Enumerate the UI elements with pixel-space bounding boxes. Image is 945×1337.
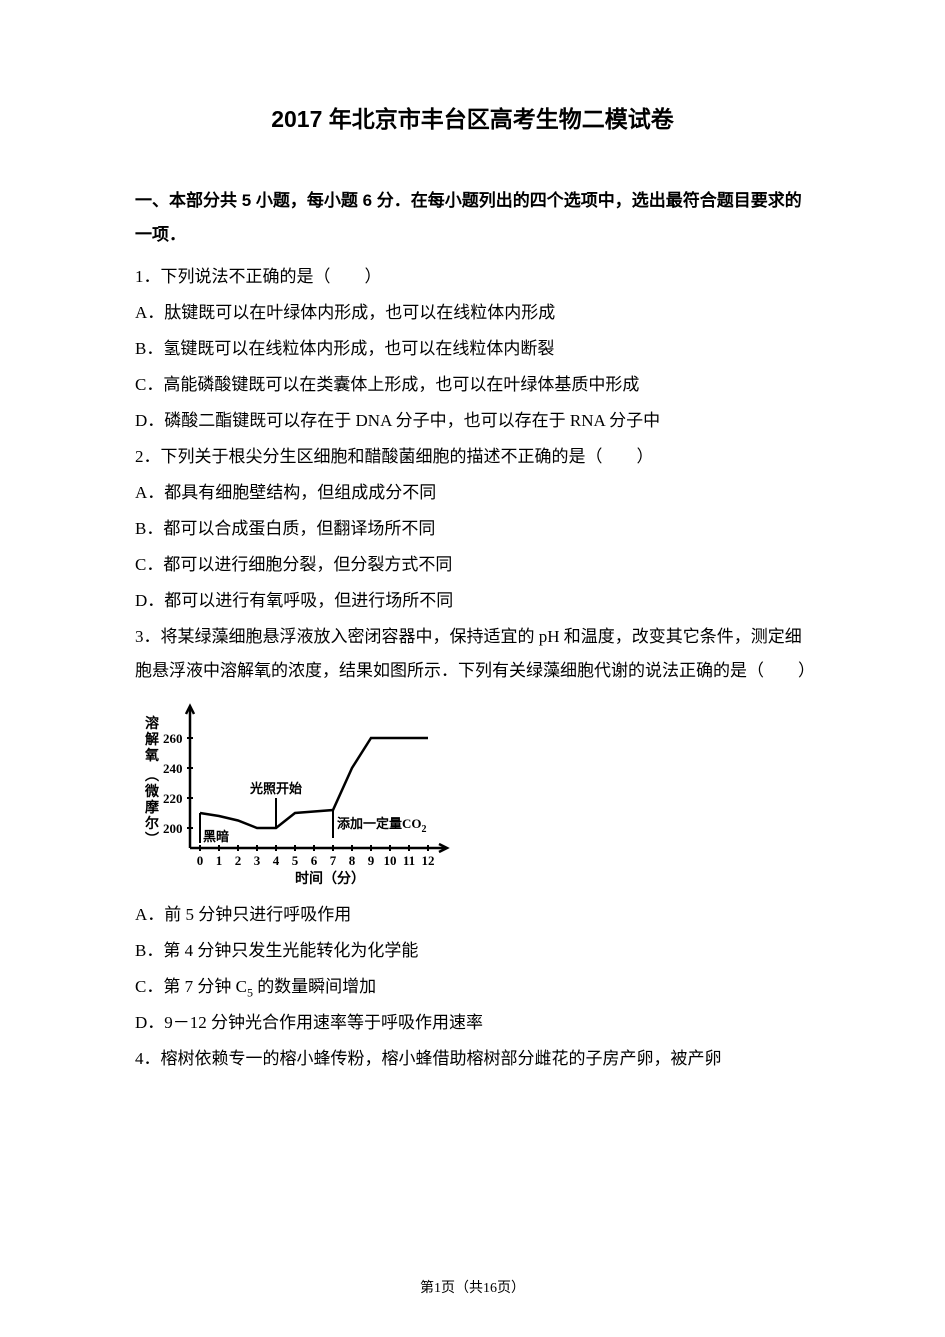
- xtick-3: 3: [254, 853, 261, 868]
- q3-c-prefix: C．第 7 分钟 C: [135, 977, 247, 996]
- footer-middle: 页（共: [441, 1281, 483, 1296]
- xtick-11: 11: [403, 853, 415, 868]
- annotation-light: 光照开始: [249, 781, 302, 796]
- ytick-200: 200: [163, 821, 183, 836]
- footer-suffix: 页）: [497, 1281, 525, 1296]
- oxygen-chart: 溶 解 氧 ︵ 微 摩 尔 ︶ 200 220 240 260: [135, 698, 455, 888]
- ytick-240: 240: [163, 761, 183, 776]
- q3-stem: 3．将某绿藻细胞悬浮液放入密闭容器中，保持适宜的 pH 和温度，改变其它条件，测…: [135, 620, 810, 688]
- page-footer: 第1页（共16页）: [0, 1277, 945, 1297]
- q1-option-a: A．肽键既可以在叶绿体内形成，也可以在线粒体内形成: [135, 296, 810, 330]
- q3-option-b: B．第 4 分钟只发生光能转化为化学能: [135, 934, 810, 968]
- q2-stem: 2．下列关于根尖分生区细胞和醋酸菌细胞的描述不正确的是（ ）: [135, 440, 810, 474]
- footer-page-total: 16: [483, 1281, 497, 1296]
- q1-option-d: D．磷酸二酯键既可以存在于 DNA 分子中，也可以存在于 RNA 分子中: [135, 404, 810, 438]
- q3-option-c: C．第 7 分钟 C5 的数量瞬间增加: [135, 970, 810, 1004]
- xtick-0: 0: [197, 853, 204, 868]
- xtick-12: 12: [422, 853, 435, 868]
- xtick-2: 2: [235, 853, 242, 868]
- q3-option-a: A．前 5 分钟只进行呼吸作用: [135, 898, 810, 932]
- q2-option-b: B．都可以合成蛋白质，但翻译场所不同: [135, 512, 810, 546]
- footer-prefix: 第: [420, 1281, 434, 1296]
- q2-option-a: A．都具有细胞壁结构，但组成成分不同: [135, 476, 810, 510]
- y-ticks: 200 220 240 260: [163, 731, 193, 836]
- section-header: 一、本部分共 5 小题，每小题 6 分．在每小题列出的四个选项中，选出最符合题目…: [135, 184, 810, 252]
- data-line: [200, 738, 428, 828]
- ytick-220: 220: [163, 791, 183, 806]
- q1-option-b: B．氢键既可以在线粒体内形成，也可以在线粒体内断裂: [135, 332, 810, 366]
- q1-option-c: C．高能磷酸键既可以在类囊体上形成，也可以在叶绿体基质中形成: [135, 368, 810, 402]
- xtick-1: 1: [216, 853, 223, 868]
- chart-svg: 溶 解 氧 ︵ 微 摩 尔 ︶ 200 220 240 260: [135, 698, 455, 888]
- xtick-9: 9: [368, 853, 375, 868]
- xtick-7: 7: [330, 853, 337, 868]
- xtick-6: 6: [311, 853, 318, 868]
- xtick-4: 4: [273, 853, 280, 868]
- xtick-5: 5: [292, 853, 299, 868]
- x-axis-label: 时间（分）: [295, 870, 365, 887]
- annotation-co2: 添加一定量CO2: [337, 816, 427, 835]
- exam-title: 2017 年北京市丰台区高考生物二模试卷: [135, 100, 810, 134]
- q3-c-suffix: 的数量瞬间增加: [253, 977, 376, 996]
- q1-stem: 1．下列说法不正确的是（ ）: [135, 260, 810, 294]
- footer-page-current: 1: [434, 1281, 441, 1296]
- ytick-260: 260: [163, 731, 183, 746]
- xtick-10: 10: [384, 853, 397, 868]
- xtick-8: 8: [349, 853, 356, 868]
- q3-option-d: D．9－12 分钟光合作用速率等于呼吸作用速率: [135, 1006, 810, 1040]
- q2-option-c: C．都可以进行细胞分裂，但分裂方式不同: [135, 548, 810, 582]
- y-axis-label: 溶 解 氧 ︵ 微 摩 尔 ︶: [144, 715, 163, 848]
- q2-option-d: D．都可以进行有氧呼吸，但进行场所不同: [135, 584, 810, 618]
- annotation-dark: 黑暗: [203, 829, 229, 844]
- q4-stem: 4．榕树依赖专一的榕小蜂传粉，榕小蜂借助榕树部分雌花的子房产卵，被产卵: [135, 1042, 810, 1076]
